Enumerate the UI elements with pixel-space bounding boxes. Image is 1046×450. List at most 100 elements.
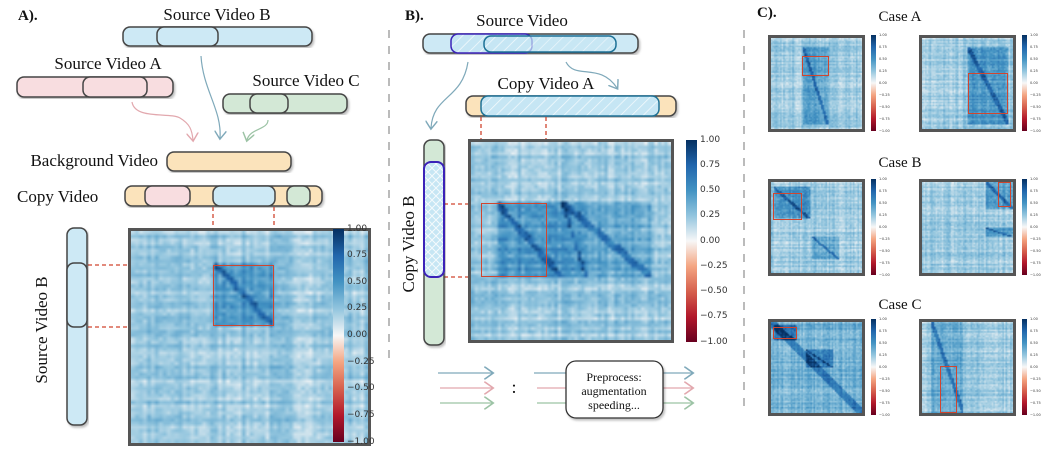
colorbar-tick-label: 0.25 xyxy=(879,212,887,217)
similarity-heatmap xyxy=(922,182,1013,273)
panel-b-label: B). xyxy=(405,8,424,24)
heatmap-frame xyxy=(768,35,865,132)
colorbar-tick-label: 0.00 xyxy=(347,330,368,341)
colorbar-tick-label: −1.00 xyxy=(347,436,375,447)
copy-video-bar xyxy=(124,185,323,207)
source-video-a-bar xyxy=(16,76,174,98)
preprocess-line-1: Preprocess: xyxy=(586,370,641,384)
colorbar-tick-label: −1.00 xyxy=(1030,128,1041,133)
similarity-heatmap xyxy=(471,142,671,340)
source-video-b-vertical-bar xyxy=(66,227,88,426)
arrow-icon xyxy=(200,55,220,138)
legend-arrows-right xyxy=(534,373,692,403)
colorbar-tick-label: −0.50 xyxy=(879,248,890,253)
colorbar-tick-label: −0.75 xyxy=(879,260,890,265)
source-video-c-bar xyxy=(222,93,348,114)
colorbar-tick-label: 0.75 xyxy=(879,44,887,49)
copy-arrows xyxy=(431,61,617,128)
colorbar-tick-label: 0.50 xyxy=(1030,200,1038,205)
background-video-bar xyxy=(166,151,292,172)
match-highlight-box xyxy=(772,326,798,340)
colorbar-tick-label: 0.25 xyxy=(1030,68,1038,73)
legend-colon: : xyxy=(511,377,516,397)
match-highlight-box xyxy=(481,203,547,277)
colorbar-tick-label: −0.25 xyxy=(1030,92,1041,97)
source-video-bar xyxy=(422,33,639,54)
colorbar-tick-label: 0.25 xyxy=(1030,352,1038,357)
copy-video-b-vertical-label: Copy Video B xyxy=(399,196,418,293)
colorbar xyxy=(871,179,876,275)
legend-arrows-left xyxy=(438,373,492,403)
colorbar xyxy=(686,140,697,342)
match-highlight-box xyxy=(967,72,1009,114)
colorbar xyxy=(333,229,344,442)
heatmap-frame xyxy=(128,228,371,446)
colorbar-tick-label: 0.50 xyxy=(879,56,887,61)
colorbar-tick-label: −0.50 xyxy=(879,388,890,393)
arrow-icon xyxy=(131,101,193,140)
colorbar-tick-label: −0.75 xyxy=(879,116,890,121)
case-b-title: Case B xyxy=(879,155,922,171)
colorbar-tick-label: −0.50 xyxy=(1030,248,1041,253)
colorbar-tick-label: 1.00 xyxy=(879,316,887,321)
colorbar-tick-label: −1.00 xyxy=(1030,412,1041,417)
colorbar-tick-label: 0.75 xyxy=(1030,328,1038,333)
colorbar-tick-label: −0.25 xyxy=(700,260,728,271)
colorbar-tick-label: 0.00 xyxy=(879,364,887,369)
colorbar-tick-label: 0.00 xyxy=(879,224,887,229)
colorbar xyxy=(1022,179,1027,275)
match-highlight-box xyxy=(998,182,1012,208)
colorbar-tick-label: 0.75 xyxy=(879,188,887,193)
colorbar-tick-label: 0.00 xyxy=(1030,80,1038,85)
colorbar-tick-label: 0.25 xyxy=(879,68,887,73)
case-c-title: Case C xyxy=(879,297,922,313)
similarity-heatmap xyxy=(771,182,862,273)
colorbar-tick-label: −0.75 xyxy=(700,311,728,322)
colorbar-tick-label: −0.75 xyxy=(879,400,890,405)
source-video-a-title: Source Video A xyxy=(54,54,162,73)
colorbar xyxy=(1022,319,1027,415)
colorbar-tick-label: −0.25 xyxy=(879,376,890,381)
similarity-heatmap xyxy=(771,322,862,413)
colorbar-tick-label: 0.75 xyxy=(879,328,887,333)
heatmap-frame xyxy=(468,139,674,343)
arrow-icon xyxy=(247,119,269,140)
copy-video-a-bar xyxy=(465,95,677,117)
colorbar-tick-label: 0.50 xyxy=(1030,56,1038,61)
colorbar xyxy=(871,35,876,131)
source-video-c-title: Source Video C xyxy=(252,71,359,90)
arrow-icon xyxy=(431,61,469,128)
colorbar-tick-label: 0.25 xyxy=(700,210,721,221)
match-highlight-box xyxy=(772,192,802,221)
colorbar-tick-label: 0.00 xyxy=(1030,224,1038,229)
colorbar-tick-label: 0.00 xyxy=(1030,364,1038,369)
colorbar-tick-label: 0.75 xyxy=(1030,188,1038,193)
colorbar-tick-label: −0.25 xyxy=(1030,236,1041,241)
copy-video-label: Copy Video xyxy=(17,187,98,206)
colorbar-tick-label: 0.25 xyxy=(347,303,368,314)
colorbar-tick-label: −0.25 xyxy=(879,92,890,97)
source-video-title: Source Video xyxy=(476,11,568,30)
arrow-icon xyxy=(565,61,617,88)
merge-arrows xyxy=(131,55,269,140)
case-a-title: Case A xyxy=(879,9,922,25)
match-highlight-box xyxy=(801,56,830,77)
colorbar-tick-label: 0.25 xyxy=(1030,212,1038,217)
heatmap-frame xyxy=(768,179,865,276)
colorbar-tick-label: 0.50 xyxy=(700,185,721,196)
colorbar-tick-label: −0.75 xyxy=(1030,400,1041,405)
copy-video-b-vertical-bar xyxy=(423,139,445,346)
panel-a-label: A). xyxy=(18,8,38,24)
source-video-b-title: Source Video B xyxy=(163,5,270,24)
preprocess-line-3: speeding... xyxy=(588,398,640,412)
colorbar-tick-label: −0.50 xyxy=(347,383,375,394)
colorbar-tick-label: −0.50 xyxy=(879,104,890,109)
colorbar-tick-label: −1.00 xyxy=(879,412,890,417)
colorbar-tick-label: −1.00 xyxy=(879,272,890,277)
colorbar-tick-label: −0.50 xyxy=(1030,388,1041,393)
colorbar-tick-label: 0.50 xyxy=(1030,340,1038,345)
colorbar-tick-label: 0.00 xyxy=(700,235,721,246)
colorbar xyxy=(1022,35,1027,131)
colorbar-tick-label: 1.00 xyxy=(1030,176,1038,181)
colorbar-tick-label: 1.00 xyxy=(879,32,887,37)
